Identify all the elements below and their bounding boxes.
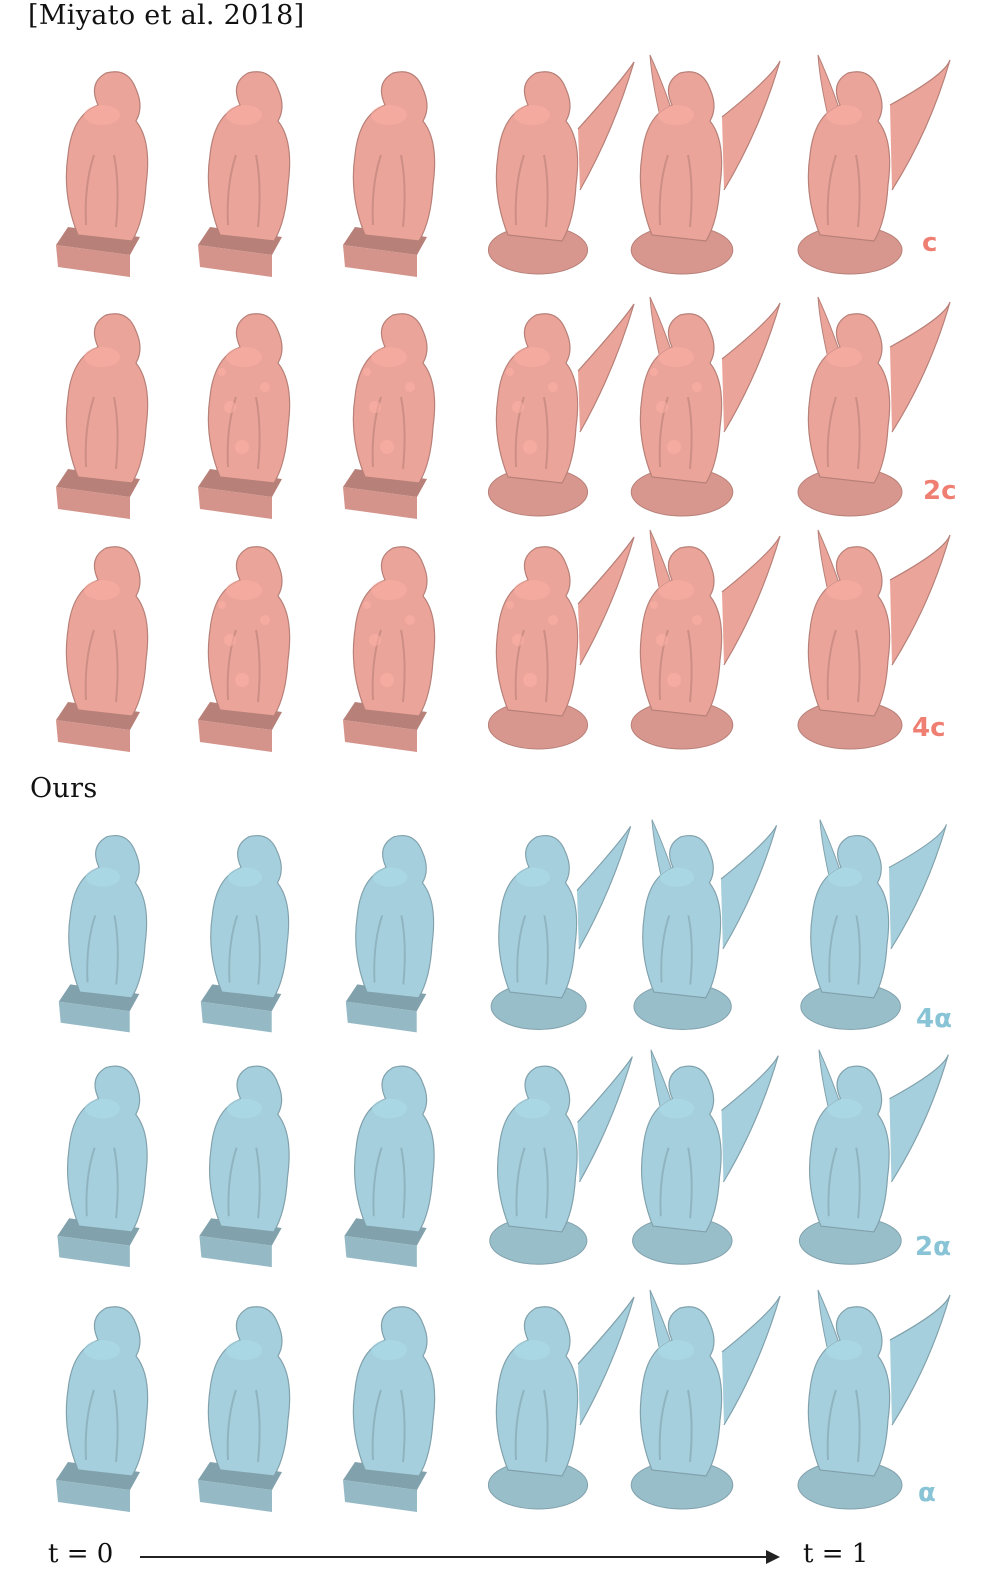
baseline-row2-t1-statue — [170, 282, 360, 532]
ours-row3-t1-statue — [170, 1270, 360, 1530]
ours-row2-t0-statue — [28, 1040, 218, 1275]
ours-row1-t1-statue — [170, 810, 360, 1040]
baseline-row1-t5-statue — [770, 40, 960, 290]
timeline-arrow-head — [766, 1550, 780, 1564]
baseline-row1-t3-statue — [458, 40, 648, 290]
row-label-4alpha: 4α — [916, 1004, 952, 1034]
ours-row2-t1-statue — [170, 1040, 360, 1275]
ours-row1-t0-statue — [28, 810, 218, 1040]
ours-row2-t5-statue — [770, 1040, 960, 1275]
baseline-row2-t2-statue — [315, 282, 505, 532]
baseline-row3-t4-statue — [602, 510, 792, 770]
baseline-row1-t4-statue — [602, 40, 792, 290]
timeline-end-label: t = 1 — [803, 1539, 869, 1569]
timeline-start-label: t = 0 — [48, 1539, 114, 1569]
bottom-section-title: Ours — [30, 773, 98, 804]
ours-row3-t4-statue — [602, 1270, 792, 1530]
baseline-row3-t3-statue — [458, 510, 648, 770]
row-label-alpha: α — [918, 1478, 936, 1508]
row-label-4c: 4c — [912, 713, 946, 743]
baseline-row3-t5-statue — [770, 510, 960, 770]
baseline-row2-t0-statue — [28, 282, 218, 532]
row-label-2c: 2c — [923, 476, 957, 506]
baseline-row3-t2-statue — [315, 510, 505, 770]
ours-row1-t2-statue — [315, 810, 505, 1040]
baseline-row3-t0-statue — [28, 510, 218, 770]
ours-row1-t5-statue — [770, 810, 960, 1040]
top-section-title: [Miyato et al. 2018] — [28, 0, 305, 31]
ours-row3-t3-statue — [458, 1270, 648, 1530]
ours-row2-t2-statue — [315, 1040, 505, 1275]
ours-row3-t0-statue — [28, 1270, 218, 1530]
baseline-row2-t4-statue — [602, 282, 792, 532]
baseline-row2-t3-statue — [458, 282, 648, 532]
ours-row3-t2-statue — [315, 1270, 505, 1530]
baseline-row1-t0-statue — [28, 40, 218, 290]
baseline-row3-t1-statue — [170, 510, 360, 770]
ours-row2-t4-statue — [602, 1040, 792, 1275]
row-label-2alpha: 2α — [915, 1232, 951, 1262]
baseline-row2-t5-statue — [770, 282, 960, 532]
ours-row3-t5-statue — [770, 1270, 960, 1530]
baseline-row1-t1-statue — [170, 40, 360, 290]
ours-row1-t4-statue — [602, 810, 792, 1040]
ours-row2-t3-statue — [458, 1040, 648, 1275]
baseline-row1-t2-statue — [315, 40, 505, 290]
row-label-c: c — [922, 228, 938, 258]
timeline-arrow — [140, 1556, 768, 1558]
ours-row1-t3-statue — [458, 810, 648, 1040]
